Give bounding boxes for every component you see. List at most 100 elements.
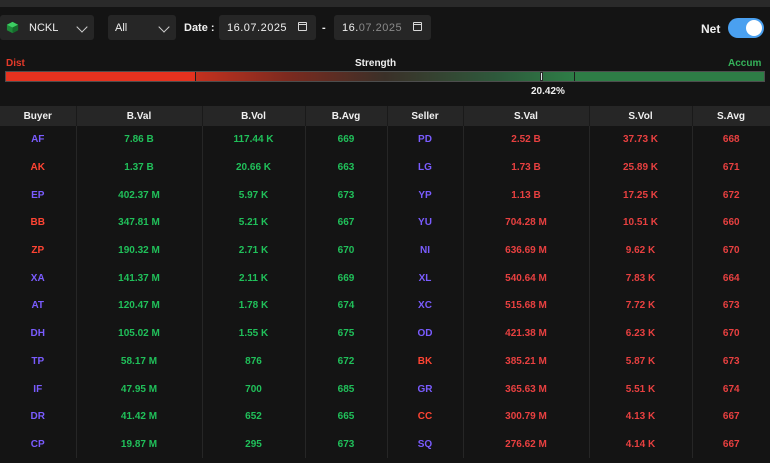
top-strip <box>0 0 770 7</box>
sell-volume: 9.62 K <box>589 236 693 265</box>
col-header-bvol[interactable]: B.Vol <box>202 106 306 126</box>
buy-average: 665 <box>305 402 388 431</box>
buy-volume: 117.44 K <box>202 126 306 154</box>
buy-volume: 700 <box>202 375 306 403</box>
buy-average: 673 <box>305 430 388 459</box>
sell-average: 668 <box>722 134 740 146</box>
buy-value: 120.47 M <box>76 292 203 320</box>
sell-volume: 7.83 K <box>589 264 693 293</box>
buyer-code[interactable]: AT <box>0 292 77 320</box>
strength-meter: Dist Strength Accum 20.42% <box>0 57 770 102</box>
date-separator: - <box>322 22 326 34</box>
seller-code[interactable]: YU <box>387 209 464 237</box>
sell-value: 421.38 M <box>463 319 590 348</box>
buyer-code[interactable]: TP <box>0 347 77 376</box>
buyer-code[interactable]: ZP <box>0 236 77 265</box>
seller-code[interactable]: PD <box>387 126 464 154</box>
table-row[interactable]: EP 402.37 M 5.97 K 673 YP 1.13 B 17.25 K 672 <box>0 181 770 210</box>
sell-average: 664 <box>722 272 740 284</box>
table-row[interactable]: CP 19.87 M 295 673 SQ 276.62 M 4.14 K 667 <box>0 430 770 459</box>
calendar-icon[interactable] <box>413 22 422 31</box>
col-header-sval[interactable]: S.Val <box>463 106 590 126</box>
dist-label: Dist <box>6 58 25 69</box>
sell-average: 674 <box>722 383 740 395</box>
col-header-bval[interactable]: B.Val <box>76 106 203 126</box>
strength-bar <box>5 71 765 82</box>
sell-volume: 17.25 K <box>589 181 693 210</box>
buy-value: 7.86 B <box>76 126 203 154</box>
net-toggle[interactable] <box>728 18 764 38</box>
seller-code[interactable]: XC <box>387 292 464 320</box>
sell-average: 670 <box>722 245 740 257</box>
sell-value: 704.28 M <box>463 209 590 237</box>
table-row[interactable]: TP 58.17 M 876 672 BK 385.21 M 5.87 K 673 <box>0 347 770 376</box>
buy-value: 19.87 M <box>76 430 203 459</box>
table-row[interactable]: ZP 190.32 M 2.71 K 670 NI 636.69 M 9.62 K 670 <box>0 236 770 265</box>
seller-code[interactable]: XL <box>387 264 464 293</box>
seller-code[interactable]: NI <box>387 236 464 265</box>
col-header-bavg[interactable]: B.Avg <box>305 106 388 126</box>
sell-value: 1.13 B <box>463 181 590 210</box>
buyer-code[interactable]: BB <box>0 209 77 237</box>
symbol-select[interactable]: NCKL <box>0 15 94 40</box>
seller-code[interactable]: CC <box>387 402 464 431</box>
table-row[interactable]: BB 347.81 M 5.21 K 667 YU 704.28 M 10.51 K 660 <box>0 209 770 237</box>
buy-value: 105.02 M <box>76 319 203 348</box>
col-header-savg[interactable]: S.Avg <box>692 106 770 126</box>
buy-average: 663 <box>305 153 388 182</box>
buy-average: 669 <box>305 264 388 293</box>
buy-average: 667 <box>305 209 388 237</box>
buyer-code[interactable]: IF <box>0 375 77 403</box>
buy-average: 670 <box>305 236 388 265</box>
buyer-code[interactable]: DR <box>0 402 77 431</box>
col-header-buyer[interactable]: Buyer <box>0 106 77 126</box>
buy-value: 402.37 M <box>76 181 203 210</box>
calendar-icon[interactable] <box>298 22 307 31</box>
toggle-knob <box>746 20 762 36</box>
table-row[interactable]: AK 1.37 B 20.66 K 663 LG 1.73 B 25.89 K 671 <box>0 153 770 182</box>
sell-volume: 5.51 K <box>589 375 693 403</box>
sell-volume: 4.13 K <box>589 402 693 431</box>
col-header-seller[interactable]: Seller <box>387 106 464 126</box>
table-row[interactable]: DR 41.42 M 652 665 CC 300.79 M 4.13 K 667 <box>0 402 770 431</box>
sell-value: 540.64 M <box>463 264 590 293</box>
buyer-code[interactable]: AK <box>0 153 77 182</box>
buy-average: 673 <box>305 181 388 210</box>
sell-volume: 7.72 K <box>589 292 693 320</box>
accum-fill <box>575 72 764 81</box>
sell-value: 515.68 M <box>463 292 590 320</box>
col-header-svol[interactable]: S.Vol <box>589 106 693 126</box>
net-label: Net <box>701 22 721 36</box>
seller-code[interactable]: OD <box>387 319 464 348</box>
seller-code[interactable]: YP <box>387 181 464 210</box>
buyer-code[interactable]: XA <box>0 264 77 293</box>
seller-code[interactable]: LG <box>387 153 464 182</box>
buy-average: 669 <box>305 126 388 154</box>
buy-volume: 20.66 K <box>202 153 306 182</box>
buy-value: 1.37 B <box>76 153 203 182</box>
table-row[interactable]: XA 141.37 M 2.11 K 669 XL 540.64 M 7.83 K 664 <box>0 264 770 293</box>
table-row[interactable]: IF 47.95 M 700 685 GR 365.63 M 5.51 K 674 <box>0 375 770 403</box>
buy-average: 672 <box>305 347 388 376</box>
buyer-code[interactable]: EP <box>0 181 77 210</box>
sell-volume: 5.87 K <box>589 347 693 376</box>
sell-value: 365.63 M <box>463 375 590 403</box>
symbol-value: NCKL <box>29 21 59 34</box>
buyer-code[interactable]: CP <box>0 430 77 459</box>
sell-value: 2.52 B <box>463 126 590 154</box>
seller-code[interactable]: BK <box>387 347 464 376</box>
chevron-down-icon <box>158 21 170 33</box>
sell-value: 300.79 M <box>463 402 590 431</box>
table-row[interactable]: DH 105.02 M 1.55 K 675 OD 421.38 M 6.23 K 670 <box>0 319 770 348</box>
seller-code[interactable]: GR <box>387 375 464 403</box>
date-from-input[interactable]: 16.07.2025 <box>219 15 316 40</box>
buyer-code[interactable]: DH <box>0 319 77 348</box>
table-row[interactable]: AT 120.47 M 1.78 K 674 XC 515.68 M 7.72 K 673 <box>0 292 770 320</box>
filter-select[interactable]: All <box>108 15 176 40</box>
date-to-input[interactable]: 16.07.2025 <box>334 15 431 40</box>
buyer-code[interactable]: AF <box>0 126 77 154</box>
seller-code[interactable]: SQ <box>387 430 464 459</box>
table-row[interactable]: AF 7.86 B 117.44 K 669 PD 2.52 B 37.73 K 668 <box>0 126 770 154</box>
date-to-day: 16. <box>342 21 359 34</box>
buy-value: 141.37 M <box>76 264 203 293</box>
